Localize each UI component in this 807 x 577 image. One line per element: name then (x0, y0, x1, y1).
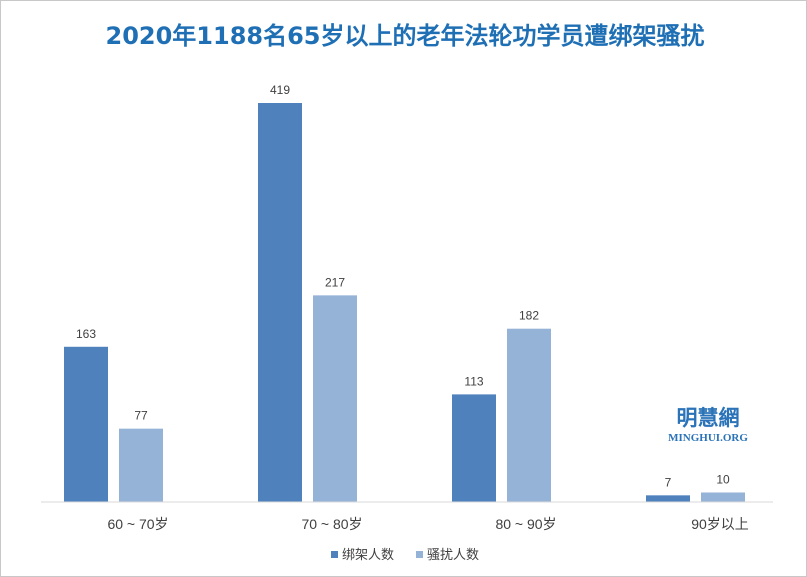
data-label: 217 (325, 275, 345, 289)
watermark-title: 明慧網 (677, 405, 740, 430)
x-tick-label: 60 ~ 70岁 (107, 516, 168, 532)
labels-layer: 163 77 60 ~ 70岁 419 217 70 ~ 80岁 113 182 80 ~ 90… (76, 83, 749, 532)
bar-2-3 (507, 328, 551, 502)
x-tick-label: 90岁以上 (691, 516, 749, 532)
data-label: 7 (665, 475, 672, 489)
data-label: 113 (464, 374, 483, 388)
data-label: 419 (270, 83, 290, 97)
data-label: 77 (134, 409, 148, 423)
legend-swatch (331, 551, 338, 558)
bar-1-4 (646, 495, 690, 502)
bar-1-3 (452, 394, 496, 502)
bars-layer (64, 103, 745, 502)
x-tick-label: 70 ~ 80岁 (301, 516, 362, 532)
legend-label: 骚扰人数 (427, 547, 479, 562)
legend: 绑架人数 骚扰人数 (331, 547, 479, 562)
bar-1-2 (258, 103, 302, 502)
bar-2-1 (119, 428, 163, 502)
minghui-watermark: 明慧網 MINGHUI.ORG (668, 405, 748, 444)
bar-2-2 (313, 295, 357, 502)
data-label: 163 (76, 327, 96, 341)
legend-swatch (416, 551, 423, 558)
bar-2-4 (701, 492, 745, 502)
watermark-url: MINGHUI.ORG (668, 432, 748, 444)
bar-1-1 (64, 346, 108, 502)
data-label: 10 (716, 472, 730, 486)
x-tick-label: 80 ~ 90岁 (495, 516, 556, 532)
data-label: 182 (519, 309, 539, 323)
chart-title: 2020年1188名65岁以上的老年法轮功学员遭绑架骚扰 (106, 22, 705, 50)
legend-label: 绑架人数 (342, 547, 394, 562)
